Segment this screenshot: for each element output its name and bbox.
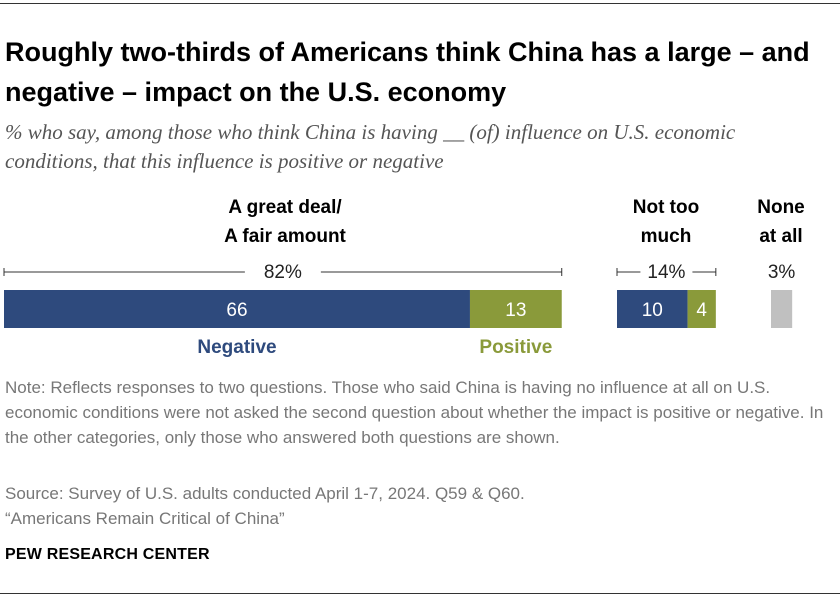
group-1-bar-negative-label: 10 [642,300,663,321]
legend-label-positive: Positive [479,337,552,358]
group-2-header: None at all [731,193,831,251]
group-0-bar-negative [4,290,470,328]
group-1-bar-positive-label: 4 [696,300,707,321]
stacked-bar-chart: 82% 66 13 14% 10 4 3% Negative Positive [3,262,796,358]
group-2-header-line1: None [757,197,805,218]
bottom-rule [0,593,840,594]
group-0-header: A great deal/ A fair amount [140,193,430,251]
chart-title: Roughly two-thirds of Americans think Ch… [5,37,810,107]
group-0-bar-negative-label: 66 [226,300,247,321]
group-1-header-line1: Not too [632,197,700,218]
group-1-total-label: 14% [647,262,685,283]
group-2-header-line2: at all [759,226,803,247]
group-0-bar-positive [469,290,562,328]
brand-logo-text: PEW RESEARCH CENTER [5,546,210,563]
group-0-total-label: 82% [264,262,302,283]
group-0-header-line2: A fair amount [224,226,346,247]
group-0-bar-positive-label: 13 [505,300,526,321]
chart-note: Note: Reflects responses to two question… [5,378,824,447]
group-2-total-label: 3% [768,262,796,283]
group-1-bar-negative [617,290,688,328]
group-1-bar-positive [687,290,716,328]
chart-subtitle: % who say, among those who think China i… [5,120,736,173]
group-0-header-line1: A great deal/ [228,197,342,218]
group-1-header-line2: much [640,226,692,247]
group-1-header: Not too much [601,193,731,251]
legend-label-negative: Negative [197,337,276,358]
top-rule [0,3,840,4]
group-2-bar-none [771,290,793,328]
report-title: “Americans Remain Critical of China” [5,509,285,528]
source-line: Source: Survey of U.S. adults conducted … [5,484,525,503]
